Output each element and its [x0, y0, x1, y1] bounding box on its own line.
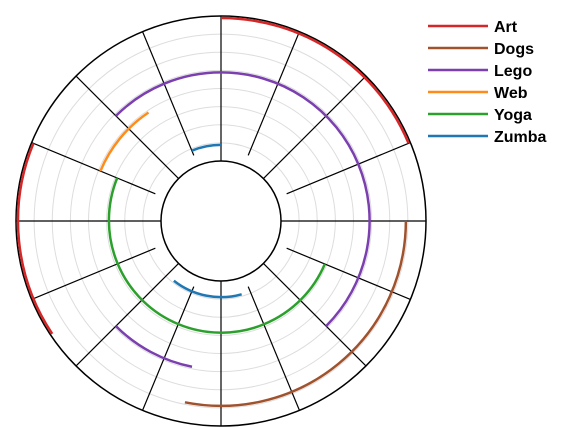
sector-divider [247, 31, 301, 156]
series-arc-web [99, 111, 150, 172]
legend-label-zumba: Zumba [494, 129, 547, 146]
sector-divider [263, 263, 367, 367]
sector-divider [141, 286, 195, 411]
series-arc-lego [220, 71, 371, 327]
outer-ring [15, 15, 427, 427]
sector-divider [31, 247, 156, 301]
sector-divider [31, 141, 156, 195]
legend-label-web: Web [494, 85, 528, 102]
series-arc-dogs [184, 220, 408, 408]
series-arc-zumba [191, 143, 222, 152]
sector-divider [75, 263, 179, 367]
series-arc-lego [115, 325, 193, 368]
legend-label-dogs: Dogs [494, 41, 534, 58]
sector-divider [286, 247, 411, 301]
inner-ring [160, 160, 282, 282]
series-arc-lego [115, 71, 222, 117]
series-arc-art [220, 16, 410, 144]
series-arc-zumba [173, 279, 242, 299]
sector-divider [263, 75, 367, 179]
sector-divider [286, 141, 411, 195]
legend-label-art: Art [494, 19, 518, 36]
sector-divider [141, 31, 195, 156]
legend-label-lego: Lego [494, 63, 532, 80]
series-arc-yoga [107, 177, 326, 334]
sector-divider [75, 75, 179, 179]
sector-divider [247, 286, 301, 411]
legend-label-yoga: Yoga [494, 107, 532, 124]
series-arc-art [16, 142, 54, 335]
